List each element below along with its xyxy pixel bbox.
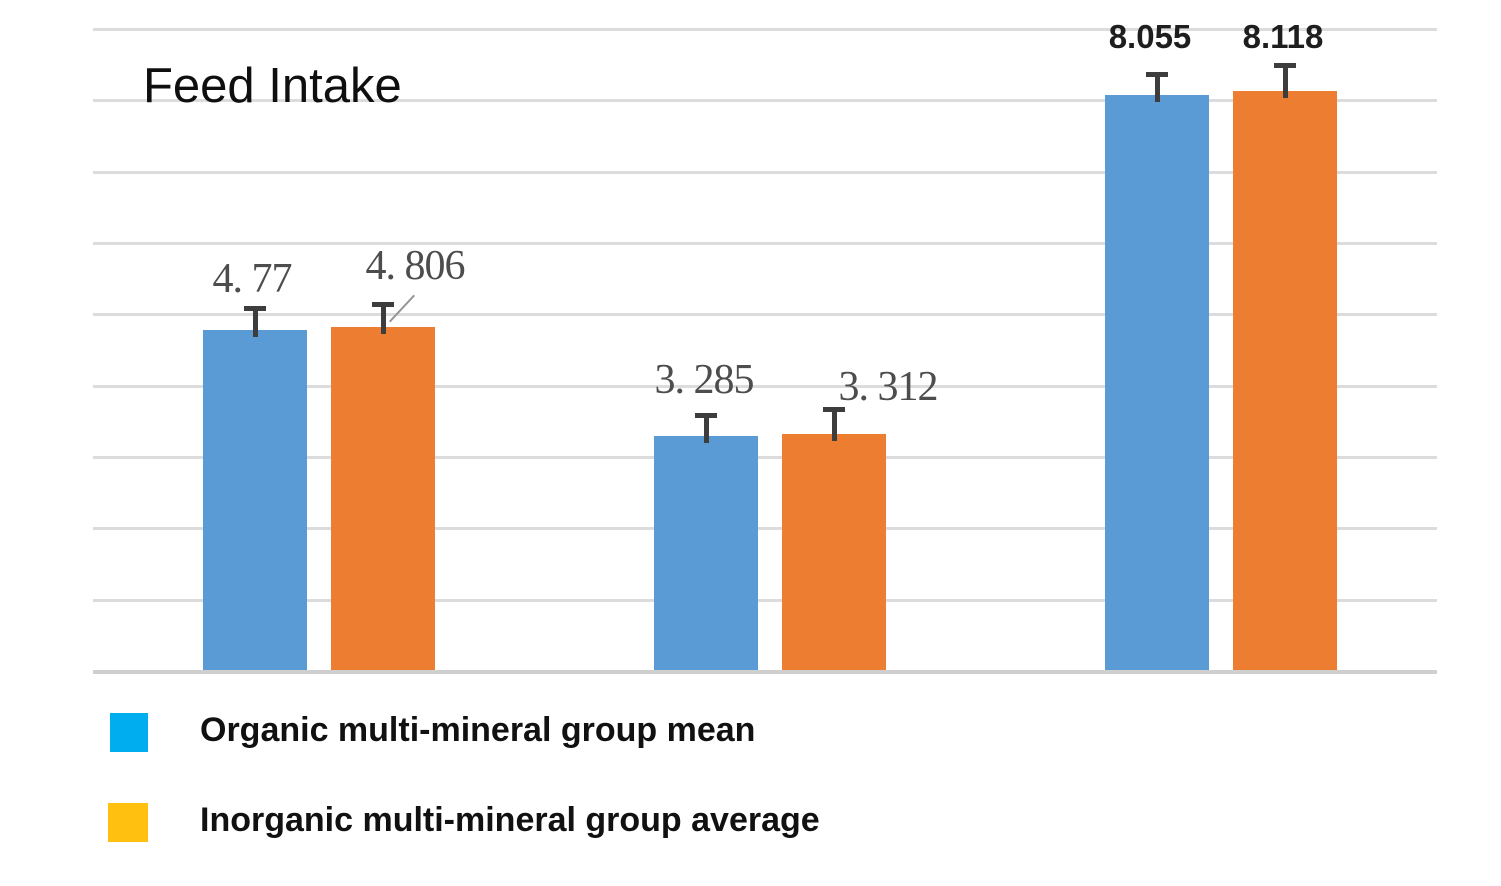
label-leader-line bbox=[389, 294, 416, 323]
error-bar-stem bbox=[832, 412, 837, 441]
error-bar-cap bbox=[1274, 63, 1296, 68]
value-label: 3. 312 bbox=[838, 364, 939, 410]
error-bar-cap bbox=[1146, 72, 1168, 77]
bar-inorganic-2 bbox=[782, 434, 886, 670]
error-bar-stem bbox=[381, 307, 386, 334]
gridline bbox=[93, 456, 1437, 459]
value-label: 3. 285 bbox=[654, 357, 755, 403]
error-bar-stem bbox=[1155, 77, 1160, 102]
gridline bbox=[93, 28, 1437, 31]
legend-swatch-organic bbox=[110, 713, 148, 752]
x-axis-line bbox=[93, 670, 1437, 674]
bar-inorganic-1 bbox=[331, 327, 435, 670]
gridline bbox=[93, 171, 1437, 174]
gridline bbox=[93, 242, 1437, 245]
error-bar-cap bbox=[244, 306, 266, 311]
error-bar-stem bbox=[704, 418, 709, 443]
error-bar-cap bbox=[695, 413, 717, 418]
value-label: 4. 806 bbox=[365, 243, 466, 289]
gridline bbox=[93, 599, 1437, 602]
chart-title: Feed Intake bbox=[143, 59, 402, 113]
gridline bbox=[93, 385, 1437, 388]
bar-organic-2 bbox=[654, 436, 758, 670]
value-label: 8.055 bbox=[1108, 18, 1192, 55]
gridline bbox=[93, 99, 1437, 102]
gridline bbox=[93, 313, 1437, 316]
value-label: 8.118 bbox=[1242, 18, 1324, 55]
error-bar-cap bbox=[823, 407, 845, 412]
bar-organic-3 bbox=[1105, 95, 1209, 670]
error-bar-cap bbox=[372, 302, 394, 307]
error-bar-stem bbox=[1283, 68, 1288, 98]
value-label: 4. 77 bbox=[212, 256, 293, 302]
legend-label-inorganic: Inorganic multi-mineral group average bbox=[200, 801, 820, 839]
legend-swatch-inorganic bbox=[108, 803, 148, 842]
legend-label-organic: Organic multi-mineral group mean bbox=[200, 711, 756, 749]
bar-organic-1 bbox=[203, 330, 307, 670]
error-bar-stem bbox=[253, 311, 258, 337]
gridline bbox=[93, 527, 1437, 530]
bar-inorganic-3 bbox=[1233, 91, 1337, 670]
